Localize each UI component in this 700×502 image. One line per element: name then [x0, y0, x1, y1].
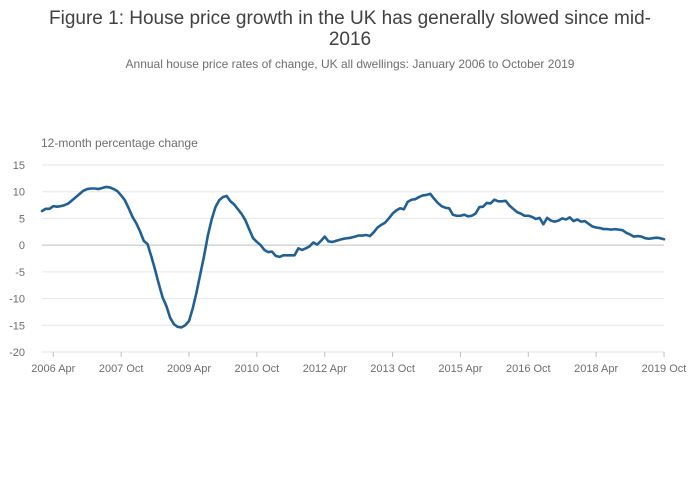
- x-tick-label: 2015 Apr: [438, 363, 482, 375]
- chart-subtitle: Annual house price rates of change, UK a…: [125, 57, 575, 71]
- y-tick-label: 5: [19, 213, 25, 225]
- x-tick-label: 2013 Oct: [370, 363, 415, 375]
- y-tick-label: 10: [13, 187, 25, 199]
- series-group: [40, 185, 666, 329]
- series-line: [40, 185, 666, 329]
- x-tick-label: 2019 Oct: [642, 363, 687, 375]
- x-axis-ticks: 2006 Apr 2007 Oct 2009 Apr 2010 Oct 2012 Apr…: [31, 352, 686, 375]
- x-tick-label: 2018 Apr: [574, 363, 618, 375]
- y-tick-label: 15: [13, 160, 25, 172]
- x-tick-label: 2016 Oct: [506, 363, 551, 375]
- y-tick-label: -15: [9, 320, 25, 332]
- y-tick-label: -5: [15, 267, 25, 279]
- gridlines: [42, 164, 664, 353]
- x-tick-label: 2012 Apr: [303, 363, 347, 375]
- x-tick-label: 2007 Oct: [99, 363, 144, 375]
- x-tick-label: 2009 Apr: [167, 363, 211, 375]
- chart-title: Figure 1: House price growth in the UK h…: [49, 8, 651, 50]
- y-tick-label: -20: [9, 347, 25, 359]
- x-tick-label: 2010 Oct: [235, 363, 280, 375]
- y-tick-label: 0: [19, 240, 25, 252]
- x-tick-label: 2006 Apr: [31, 363, 75, 375]
- y-axis-ticks: 15 10 5 0 -5 -10 -15 -20: [9, 160, 25, 359]
- y-tick-label: -10: [9, 294, 25, 306]
- y-axis-label: 12-month percentage change: [41, 136, 198, 150]
